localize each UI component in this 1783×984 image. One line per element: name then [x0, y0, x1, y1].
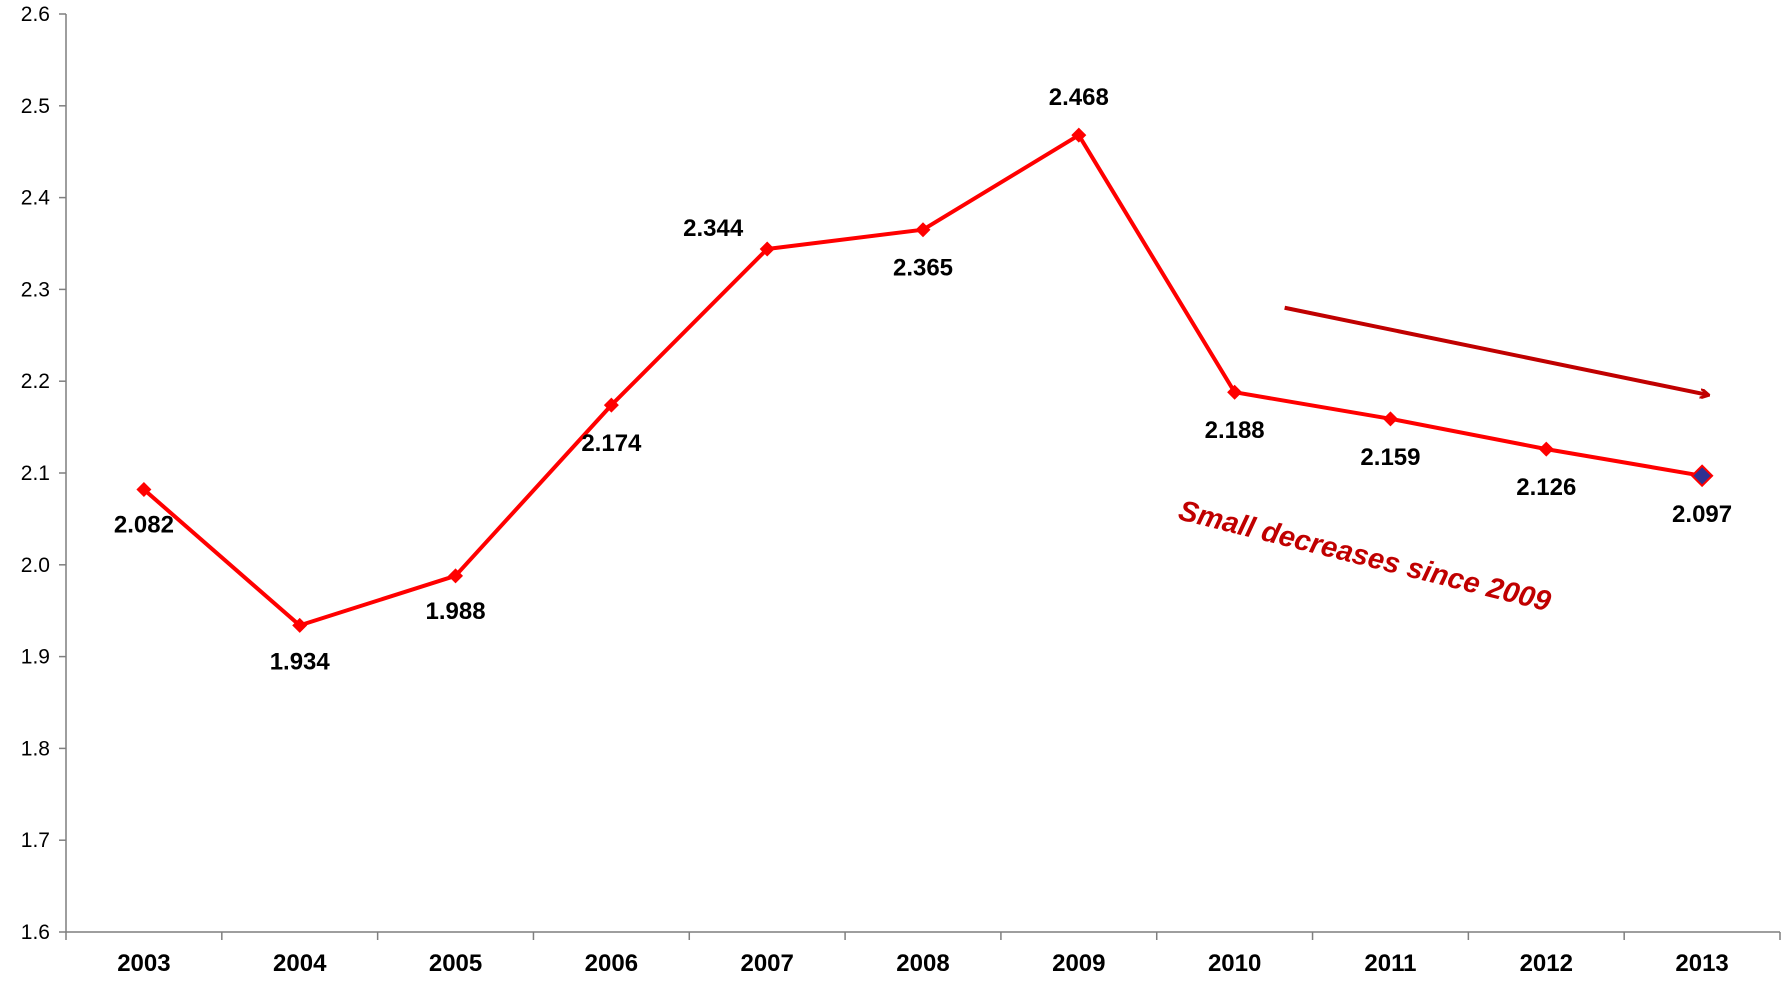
data-point-marker: [1382, 411, 1398, 427]
data-label: 2.365: [893, 255, 953, 282]
data-label: 2.159: [1360, 444, 1420, 471]
x-tick-label: 2011: [1364, 950, 1416, 977]
x-tick-label: 2005: [429, 950, 482, 977]
x-tick-label: 2008: [896, 950, 949, 977]
annotation-text: Small decreases since 2009: [1175, 495, 1554, 618]
data-label: 1.988: [426, 598, 486, 625]
x-tick-label: 2013: [1675, 950, 1728, 977]
data-point-marker: [759, 241, 775, 257]
data-point-marker: [1538, 441, 1554, 457]
series-line: [142, 133, 1703, 628]
y-tick-label: 2.5: [21, 95, 50, 118]
x-tick-label: 2003: [117, 950, 170, 977]
x-tick-label: 2012: [1520, 950, 1573, 977]
y-tick-label: 2.4: [21, 187, 51, 210]
data-point-marker: [448, 568, 464, 584]
y-tick-label: 2.6: [21, 3, 50, 26]
trend-arrow: [1284, 305, 1708, 395]
data-label: 1.934: [270, 648, 331, 675]
x-tick-label: 2010: [1208, 950, 1261, 977]
data-point-marker: [603, 397, 619, 413]
axes: 1.6 1.7 1.8 1.9 2.0 2.1 2.2 2.3 2.4 2.5 2.6 2003 200…: [21, 3, 1781, 977]
data-point-marker: [1071, 127, 1087, 143]
y-tick-label: 2.3: [21, 278, 50, 301]
x-tick-label: 2007: [740, 950, 793, 977]
y-tick-label: 1.8: [21, 737, 50, 760]
data-label: 2.344: [683, 215, 744, 242]
series-group: [136, 127, 1714, 633]
data-point-marker: [915, 222, 931, 238]
data-point-marker: [1227, 384, 1243, 400]
y-tick-label: 1.6: [21, 921, 50, 944]
data-point-marker: [136, 482, 152, 498]
data-label: 2.174: [581, 430, 642, 457]
data-point-marker: [1690, 464, 1714, 488]
data-label: 2.188: [1205, 417, 1265, 444]
y-tick-label: 2.1: [21, 462, 50, 485]
x-tick-label: 2004: [273, 950, 327, 977]
data-label: 2.468: [1049, 84, 1109, 111]
data-label: 2.126: [1516, 474, 1576, 501]
x-tick-label: 2006: [585, 950, 638, 977]
data-label: 2.082: [114, 512, 174, 539]
y-tick-label: 1.9: [21, 646, 50, 669]
x-tick-label: 2009: [1052, 950, 1105, 977]
y-tick-label: 2.2: [21, 370, 50, 393]
data-labels: 2.082 1.934 1.988 2.174 2.344 2.365 2.468 2.188…: [114, 84, 1732, 675]
y-tick-label: 2.0: [21, 554, 50, 577]
data-point-marker: [292, 617, 308, 633]
data-label: 2.097: [1672, 501, 1732, 528]
y-tick-label: 1.7: [21, 829, 50, 852]
